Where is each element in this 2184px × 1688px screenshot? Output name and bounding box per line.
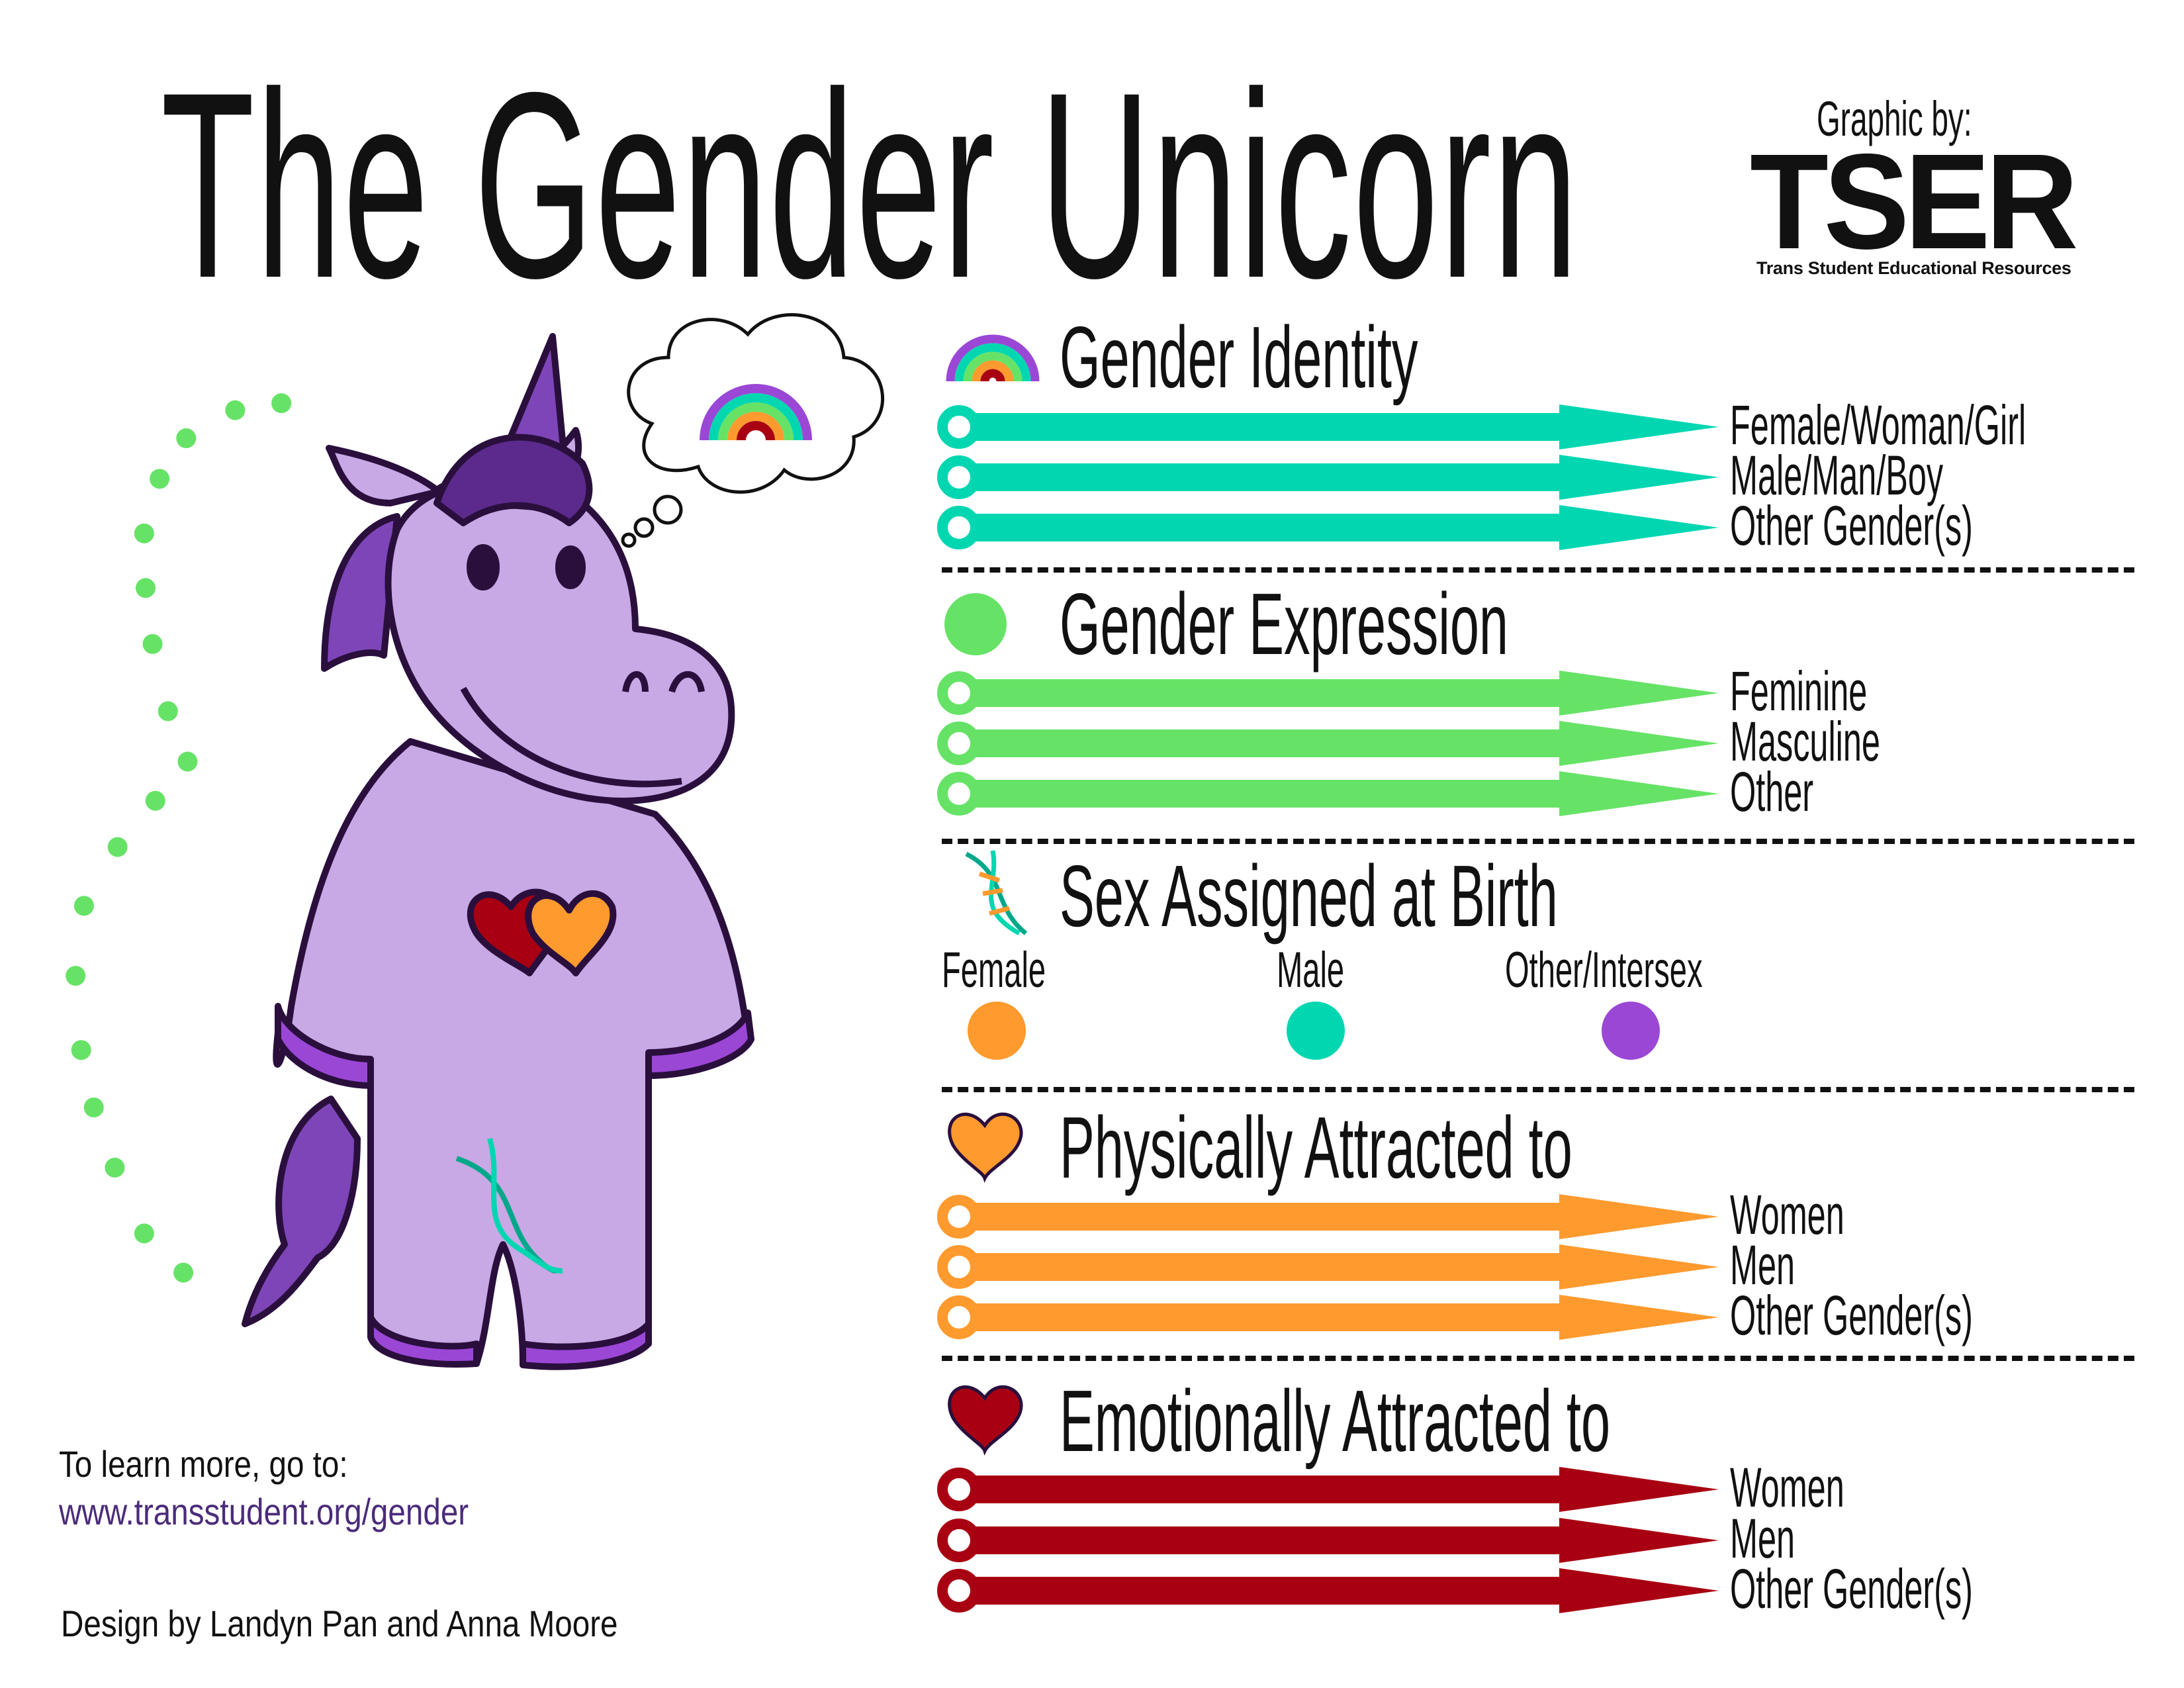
sex-option-other-intersex-label: Other/Intersex: [1505, 944, 1824, 997]
gender-identity-option-label: Female/Woman/Girl: [1730, 395, 2184, 455]
green-dot: [142, 633, 163, 654]
design-credit-text: Design by Landyn Pan and Anna Moore: [61, 1603, 618, 1644]
section-divider: [942, 1356, 2134, 1361]
green-dot: [134, 1223, 154, 1244]
heading-emotionally-attracted: Emotionally Attracted to: [1060, 1375, 1978, 1468]
option-text: Women: [1730, 1184, 1844, 1246]
tser-logo-text: TSER: [1750, 126, 2079, 277]
emotionally-attracted-option-label: Other Gender(s): [1730, 1559, 2135, 1618]
green-dot: [66, 966, 86, 986]
page-title: The Gender Unicorn: [161, 53, 2184, 318]
sex-option-text: Female: [942, 942, 1046, 998]
design-credit: Design by Landyn Pan and Anna Moore: [61, 1604, 716, 1644]
physically-attracted-option-label: Other Gender(s): [1730, 1286, 2135, 1345]
green-dot: [83, 1097, 104, 1117]
option-text: Other Gender(s): [1730, 1558, 1973, 1620]
physically-attracted-option-label: Women: [1730, 1185, 1921, 1244]
option-text: Other: [1730, 761, 1814, 823]
green-dot: [225, 400, 246, 420]
heading-text: Gender Expression: [1060, 575, 1508, 673]
green-dot: [176, 428, 197, 448]
graphic-by-label: Graphic by:: [1817, 93, 2067, 146]
heading-text: Emotionally Attracted to: [1060, 1372, 1611, 1470]
gender-identity-option-label: Male/Man/Boy: [1730, 445, 2085, 505]
section-divider: [942, 567, 2134, 573]
energy-dots-decoration: [66, 393, 292, 1283]
heading-physically-attracted: Physically Attracted to: [1060, 1102, 1914, 1194]
gender-expression-option-label: Other: [1730, 762, 1869, 821]
page-title-text: The Gender Unicorn: [161, 37, 1580, 333]
green-dot: [173, 1262, 194, 1283]
heading-text: Gender Identity: [1060, 308, 1418, 406]
learn-more-url[interactable]: www.transstudent.org/gender: [59, 1491, 469, 1532]
option-text: Men: [1730, 1234, 1796, 1296]
heading-text: Sex Assigned at Birth: [1060, 847, 1558, 945]
tser-logo-subtitle: Trans Student Educational Resources: [1756, 258, 2071, 278]
green-dot: [145, 790, 165, 811]
heading-gender-expression: Gender Expression: [1060, 578, 1807, 671]
orange-heart: [525, 890, 617, 976]
learn-more-label: To learn more, go to:: [59, 1443, 348, 1485]
green-dot: [177, 751, 198, 772]
dna-icon: [455, 1137, 563, 1274]
green-dot: [73, 896, 94, 916]
gender-identity-option-label: Other Gender(s): [1730, 496, 2135, 555]
green-dot: [71, 1040, 91, 1060]
sex-option-text: Other/Intersex: [1505, 942, 1703, 998]
green-dot: [135, 578, 156, 598]
section-divider: [942, 1087, 2134, 1092]
graphic-by-text: Graphic by:: [1817, 91, 1972, 146]
option-text: Female/Woman/Girl: [1730, 394, 2026, 456]
sex-option-female-label: Female: [942, 944, 1109, 997]
thought-bubble: [621, 313, 885, 548]
sex-option-text: Male: [1277, 942, 1345, 998]
learn-more-link[interactable]: www.transstudent.org/gender: [59, 1492, 541, 1532]
heading-sex-assigned-at-birth: Sex Assigned at Birth: [1060, 850, 1890, 943]
green-dot: [105, 1157, 125, 1178]
option-text: Other Gender(s): [1730, 1284, 1973, 1346]
heading-gender-identity: Gender Identity: [1060, 311, 1657, 404]
rainbow-icon: [700, 384, 812, 441]
section-divider: [942, 839, 2134, 844]
option-text: Other Gender(s): [1730, 494, 1973, 557]
option-text: Men: [1730, 1507, 1796, 1570]
green-dot: [150, 469, 170, 489]
learn-more-text: To learn more, go to:: [59, 1444, 399, 1484]
emotionally-attracted-option-label: Men: [1730, 1509, 1838, 1568]
sex-option-male-label: Male: [1277, 944, 1386, 997]
gender-expression-option-label: Masculine: [1730, 712, 1980, 771]
green-dot: [134, 523, 154, 543]
emotionally-attracted-option-label: Women: [1730, 1458, 1921, 1517]
heading-text: Physically Attracted to: [1060, 1099, 1572, 1196]
unicorn-illustration: [242, 333, 754, 1370]
option-text: Male/Man/Boy: [1730, 444, 1944, 506]
option-text: Women: [1730, 1456, 1844, 1519]
green-dot: [271, 393, 292, 414]
physically-attracted-option-label: Men: [1730, 1235, 1838, 1295]
gender-expression-option-label: Feminine: [1730, 661, 1958, 721]
green-dot: [107, 837, 128, 857]
option-text: Masculine: [1730, 710, 1880, 773]
option-text: Feminine: [1730, 660, 1868, 722]
tser-logo: TSER: [1750, 126, 2091, 277]
green-dot: [158, 701, 178, 722]
